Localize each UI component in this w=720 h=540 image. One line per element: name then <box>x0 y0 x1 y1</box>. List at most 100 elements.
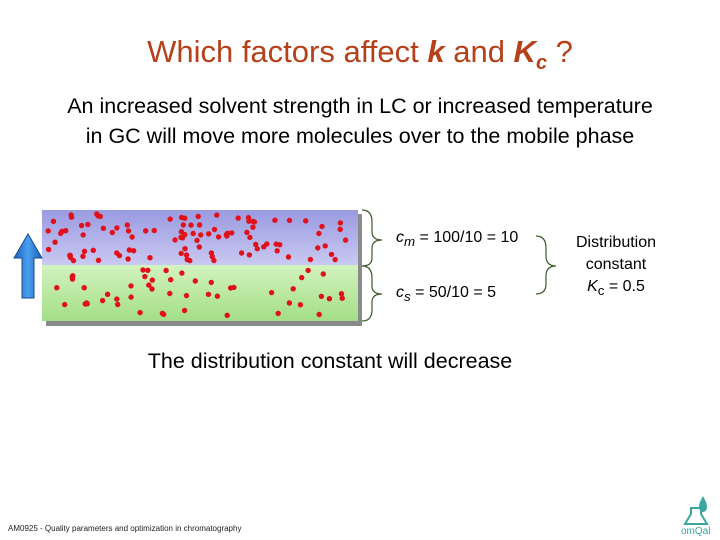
molecule-dot <box>307 256 314 263</box>
molecule-dot <box>315 245 321 251</box>
molecule-dot <box>45 246 52 253</box>
molecule-dot <box>274 248 280 254</box>
molecule-dot <box>250 224 256 230</box>
molecule-dot <box>124 222 130 228</box>
molecule-dot <box>275 310 281 317</box>
logo-text: omQal <box>681 526 710 536</box>
molecule-dot <box>114 250 120 256</box>
stationary-bracket <box>361 265 383 322</box>
up-arrow-icon <box>13 233 43 299</box>
molecule-dot <box>235 215 241 221</box>
molecule-dot <box>149 286 155 292</box>
molecule-dot <box>337 220 344 226</box>
molecule-dot <box>319 223 325 230</box>
distribution-line2: constant <box>585 256 647 273</box>
molecule-dot <box>322 243 328 249</box>
molecule-dot <box>167 290 173 297</box>
molecule-dot <box>142 273 148 280</box>
molecule-dot <box>244 229 250 236</box>
molecule-dot <box>192 278 198 284</box>
molecule-dot <box>305 267 311 274</box>
molecule-dot <box>95 257 102 263</box>
molecule-dot <box>179 270 185 276</box>
distribution-value: Kc = 0.5 <box>587 278 645 299</box>
molecule-dot <box>80 253 86 259</box>
molecule-dot <box>83 300 90 306</box>
molecule-dot <box>159 310 166 316</box>
molecule-dot <box>326 296 333 302</box>
molecule-dot <box>178 250 184 257</box>
molecule-dot <box>52 239 58 245</box>
molecule-dot <box>129 234 135 240</box>
molecule-dot <box>190 230 196 237</box>
molecule-dot <box>208 279 214 286</box>
molecule-dot <box>99 297 106 304</box>
molecule-dot <box>140 267 146 273</box>
molecule-dot <box>180 222 186 228</box>
molecule-dot <box>328 251 335 258</box>
molecule-dot <box>143 228 149 234</box>
molecule-dot <box>224 233 230 239</box>
molecule-dot <box>246 252 253 258</box>
distribution-constant: Distribution constant Kc = 0.5 <box>556 232 676 302</box>
molecule-dot <box>68 214 75 220</box>
molecule-dot <box>215 234 222 240</box>
molecule-dot <box>128 294 134 300</box>
molecule-dot <box>109 229 116 236</box>
molecule-dot <box>114 225 120 231</box>
molecule-dot <box>211 257 217 264</box>
conclusion-text: The distribution constant will decrease <box>147 349 513 373</box>
logo: omQal <box>681 496 710 536</box>
molecule-dot <box>172 237 178 243</box>
molecule-dot <box>59 228 65 234</box>
molecule-dot <box>50 218 57 224</box>
molecule-dot <box>167 216 173 222</box>
molecule-dot <box>145 267 151 273</box>
molecule-dot <box>85 221 91 228</box>
molecule-dot <box>80 232 86 238</box>
molecule-dot <box>332 256 338 263</box>
molecule-dot <box>194 237 200 244</box>
distribution-line1: Distribution <box>575 234 657 251</box>
molecule-dot <box>125 228 132 234</box>
molecule-dot <box>337 226 343 232</box>
molecule-dot <box>125 256 131 262</box>
molecule-dot <box>178 234 184 240</box>
molecule-dot <box>268 289 275 296</box>
molecule-dot <box>168 277 174 283</box>
molecule-dot <box>316 311 322 318</box>
stationary-concentration: cs = 50/10 = 5 <box>396 284 497 305</box>
molecule-dot <box>182 246 188 252</box>
molecule-dot <box>297 302 304 308</box>
molecule-dot <box>104 291 111 297</box>
molecule-dot <box>188 222 194 228</box>
molecule-dot <box>61 301 68 308</box>
molecule-dot <box>196 222 203 228</box>
molecule-dot <box>211 226 218 233</box>
molecule-dot <box>251 219 258 225</box>
molecule-dot <box>146 282 152 288</box>
molecule-dot <box>196 244 202 250</box>
molecule-dot <box>183 252 190 258</box>
molecule-dot <box>205 291 212 297</box>
molecule-dot <box>303 218 309 224</box>
molecule-dot <box>339 295 345 301</box>
molecule-dot <box>90 247 97 253</box>
molecule-dot <box>224 312 230 318</box>
molecule-dot <box>126 247 132 253</box>
molecule-dot <box>246 218 252 224</box>
molecule-dot <box>290 286 296 292</box>
molecule-dot <box>115 301 121 308</box>
molecule-dot <box>272 217 278 223</box>
molecules <box>45 211 349 318</box>
molecule-dot <box>231 284 237 291</box>
molecule-dot <box>70 273 76 279</box>
molecule-dot <box>253 241 259 248</box>
molecule-dot <box>264 241 270 247</box>
molecule-dot <box>81 285 87 291</box>
molecule-dot <box>163 267 169 274</box>
molecule-dot <box>229 230 235 236</box>
molecule-dot <box>320 271 326 277</box>
footer-text: AM0925 - Quality parameters and optimiza… <box>8 524 242 533</box>
molecule-dot <box>137 309 143 316</box>
